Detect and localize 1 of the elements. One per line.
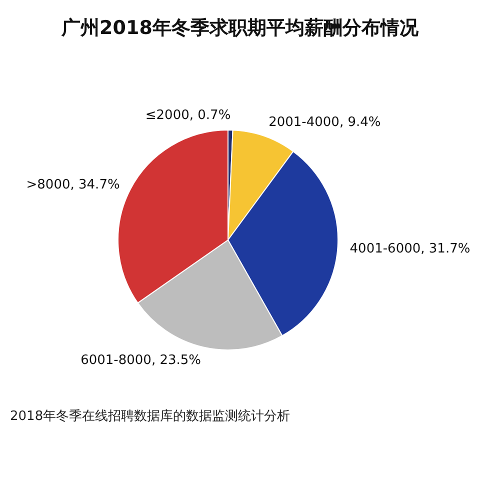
title: 广州2018年冬季求职期平均薪酬分布情况 [62, 17, 418, 39]
